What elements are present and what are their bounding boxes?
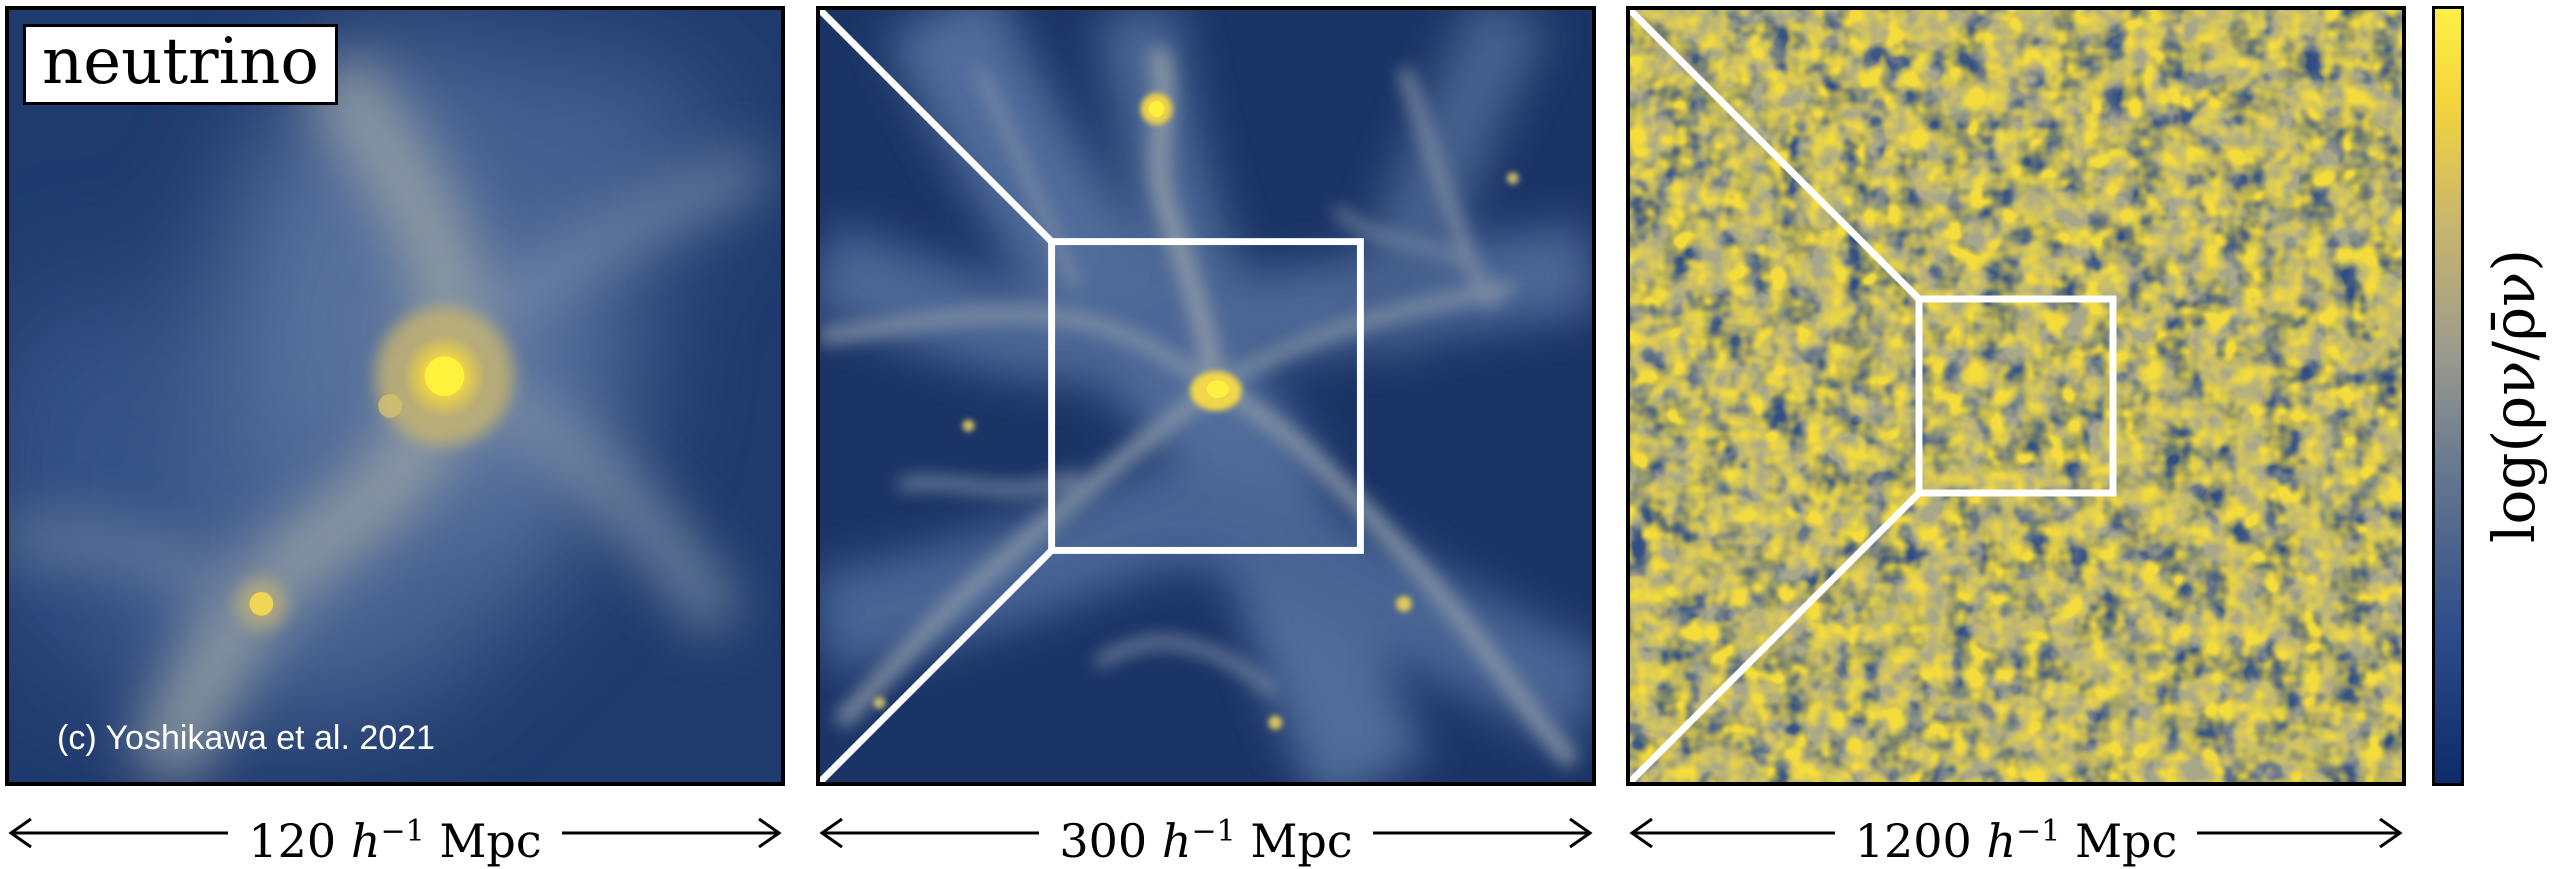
density-panel-1200 xyxy=(1626,6,2406,786)
scale-bar-120: 120 h−1 Mpc xyxy=(5,800,785,869)
scale-label-300: 300 h−1 Mpc xyxy=(816,804,1596,869)
scale-bar-1200: 1200 h−1 Mpc xyxy=(1626,800,2406,869)
neutrino-density-map-120 xyxy=(9,10,781,782)
scale-label-120: 120 h−1 Mpc xyxy=(5,804,785,869)
density-panel-300 xyxy=(816,6,1596,786)
scale-bar-300: 300 h−1 Mpc xyxy=(816,800,1596,869)
zoom-inset-box-1200 xyxy=(1630,10,2117,782)
colorbar-label: log(ρν/ρ̄ν) xyxy=(2480,248,2548,544)
colorbar-label-container: log(ρν/ρ̄ν) xyxy=(2472,6,2556,786)
zoom-inset-box-300 xyxy=(820,10,1364,782)
density-panel-120: neutrino (c) Yoshikawa et al. 2021 xyxy=(5,6,785,786)
colorbar xyxy=(2432,6,2464,786)
credit-text: (c) Yoshikawa et al. 2021 xyxy=(57,719,436,757)
species-label: neutrino xyxy=(23,24,338,106)
scale-label-1200: 1200 h−1 Mpc xyxy=(1626,804,2406,869)
